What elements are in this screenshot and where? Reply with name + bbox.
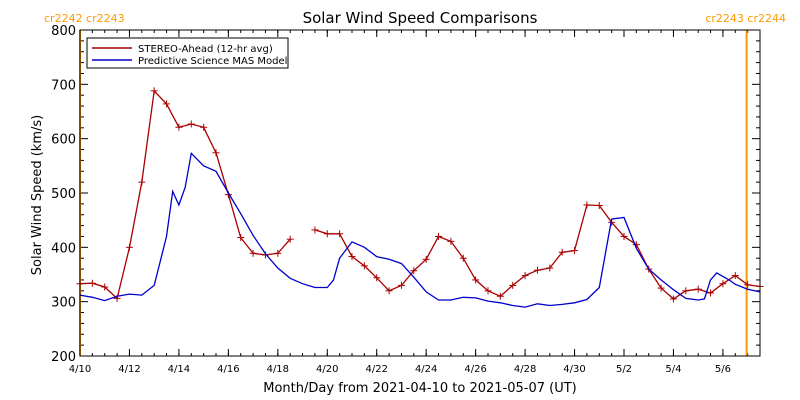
data-point-marker — [496, 292, 504, 300]
data-point-marker — [187, 120, 195, 128]
x-tick-label: 4/14 — [168, 364, 190, 375]
data-point-marker — [336, 230, 344, 238]
x-tick-label: 5/4 — [665, 364, 681, 375]
x-tick-labels: 4/10 4/12 4/14 4/16 4/18 4/20 4/22 4/24 4/26 4/28… — [69, 364, 731, 375]
data-point-marker — [669, 295, 677, 303]
data-point-marker — [249, 249, 257, 257]
y-tick-label: 400 — [51, 241, 76, 256]
data-point-marker — [707, 289, 715, 297]
x-tick-label: 4/12 — [118, 364, 140, 375]
x-tick-label: 4/16 — [217, 364, 239, 375]
y-tick-label: 200 — [51, 350, 76, 365]
y-tick-labels: 200 300 400 500 600 700 800 — [51, 24, 76, 365]
data-point-marker — [583, 201, 591, 209]
data-point-marker — [472, 276, 480, 284]
data-point-marker — [682, 287, 690, 295]
data-point-marker — [385, 287, 393, 295]
x-tick-label: 4/20 — [316, 364, 338, 375]
data-point-marker — [286, 235, 294, 243]
data-point-marker — [571, 247, 579, 255]
data-point-marker — [311, 226, 319, 234]
x-tick-label: 4/24 — [415, 364, 437, 375]
y-tick-label: 800 — [51, 24, 76, 39]
y-axis-title: Solar Wind Speed (km/s) — [30, 115, 45, 275]
data-point-marker — [410, 267, 418, 275]
data-point-marker — [138, 178, 146, 186]
legend-label-model: Predictive Science MAS Model — [138, 56, 287, 67]
data-point-marker — [175, 123, 183, 131]
data-point-marker — [274, 249, 282, 257]
data-point-marker — [88, 279, 96, 287]
y-tick-label: 500 — [51, 187, 76, 202]
data-point-marker — [744, 281, 752, 289]
data-point-marker — [509, 281, 517, 289]
data-point-marker — [447, 237, 455, 245]
data-point-marker — [150, 87, 158, 95]
data-point-marker — [348, 253, 356, 261]
legend-label-stereo: STEREO-Ahead (12-hr avg) — [138, 44, 273, 55]
data-point-marker — [101, 283, 109, 291]
data-point-marker — [360, 262, 368, 270]
y-tick-label: 300 — [51, 296, 76, 311]
x-tick-label: 4/30 — [563, 364, 585, 375]
plot-frame — [79, 29, 761, 357]
chart-title: Solar Wind Speed Comparisons — [303, 9, 538, 27]
data-point-marker — [558, 248, 566, 256]
y-tick-label: 700 — [51, 78, 76, 93]
data-point-marker — [125, 243, 133, 251]
carrington-left-label: cr2242 cr2243 — [44, 12, 125, 25]
data-point-marker — [546, 264, 554, 272]
data-point-marker — [200, 123, 208, 131]
data-point-marker — [719, 280, 727, 288]
x-tick-label: 5/6 — [715, 364, 731, 375]
data-point-marker — [694, 285, 702, 293]
x-tick-label: 4/10 — [69, 364, 91, 375]
data-point-marker — [212, 149, 220, 157]
data-point-marker — [731, 272, 739, 280]
x-tick-label: 4/26 — [464, 364, 486, 375]
data-point-marker — [533, 266, 541, 274]
series-mas-model — [79, 151, 761, 308]
y-tick-label: 600 — [51, 133, 76, 148]
x-tick-label: 4/28 — [514, 364, 536, 375]
data-point-marker — [657, 284, 665, 292]
legend-box — [86, 37, 289, 69]
carrington-right-label: cr2243 cr2244 — [705, 12, 786, 25]
x-tick-label: 4/22 — [365, 364, 387, 375]
data-point-marker — [323, 230, 331, 238]
x-tick-label: 4/18 — [267, 364, 289, 375]
data-point-marker — [397, 281, 405, 289]
data-point-marker — [373, 274, 381, 282]
series-line — [79, 151, 761, 308]
legend: STEREO-Ahead (12-hr avg) Predictive Scie… — [86, 37, 289, 69]
data-point-marker — [422, 255, 430, 263]
data-point-marker — [163, 100, 171, 108]
data-point-marker — [484, 287, 492, 295]
data-point-marker — [521, 272, 529, 280]
data-point-marker — [261, 251, 269, 259]
data-point-marker — [595, 201, 603, 209]
data-point-marker — [620, 232, 628, 240]
x-tick-label: 5/2 — [616, 364, 632, 375]
x-axis-title: Month/Day from 2021-04-10 to 2021-05-07 … — [263, 381, 576, 396]
data-point-marker — [459, 254, 467, 262]
series-layer — [76, 87, 764, 308]
data-point-marker — [435, 232, 443, 240]
data-point-marker — [237, 234, 245, 242]
